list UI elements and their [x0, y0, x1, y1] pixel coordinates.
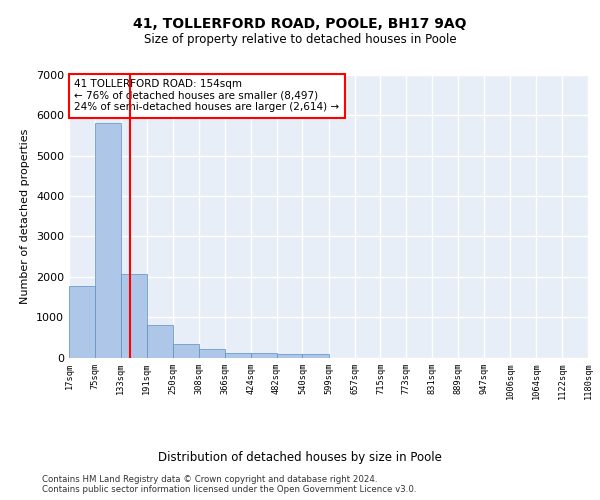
- Text: Contains HM Land Registry data © Crown copyright and database right 2024.: Contains HM Land Registry data © Crown c…: [42, 474, 377, 484]
- Bar: [121, 274, 146, 357]
- Bar: [69, 286, 95, 358]
- Bar: [277, 354, 302, 358]
- Bar: [302, 354, 329, 358]
- Text: 41 TOLLERFORD ROAD: 154sqm
← 76% of detached houses are smaller (8,497)
24% of s: 41 TOLLERFORD ROAD: 154sqm ← 76% of deta…: [74, 79, 340, 112]
- Y-axis label: Number of detached properties: Number of detached properties: [20, 128, 31, 304]
- Text: Contains public sector information licensed under the Open Government Licence v3: Contains public sector information licen…: [42, 486, 416, 494]
- Bar: [199, 350, 225, 358]
- Bar: [225, 353, 251, 358]
- Bar: [146, 325, 173, 358]
- Text: 41, TOLLERFORD ROAD, POOLE, BH17 9AQ: 41, TOLLERFORD ROAD, POOLE, BH17 9AQ: [133, 18, 467, 32]
- Text: Size of property relative to detached houses in Poole: Size of property relative to detached ho…: [143, 32, 457, 46]
- Bar: [251, 354, 277, 358]
- Bar: [95, 124, 121, 358]
- Bar: [173, 344, 199, 358]
- Text: Distribution of detached houses by size in Poole: Distribution of detached houses by size …: [158, 451, 442, 464]
